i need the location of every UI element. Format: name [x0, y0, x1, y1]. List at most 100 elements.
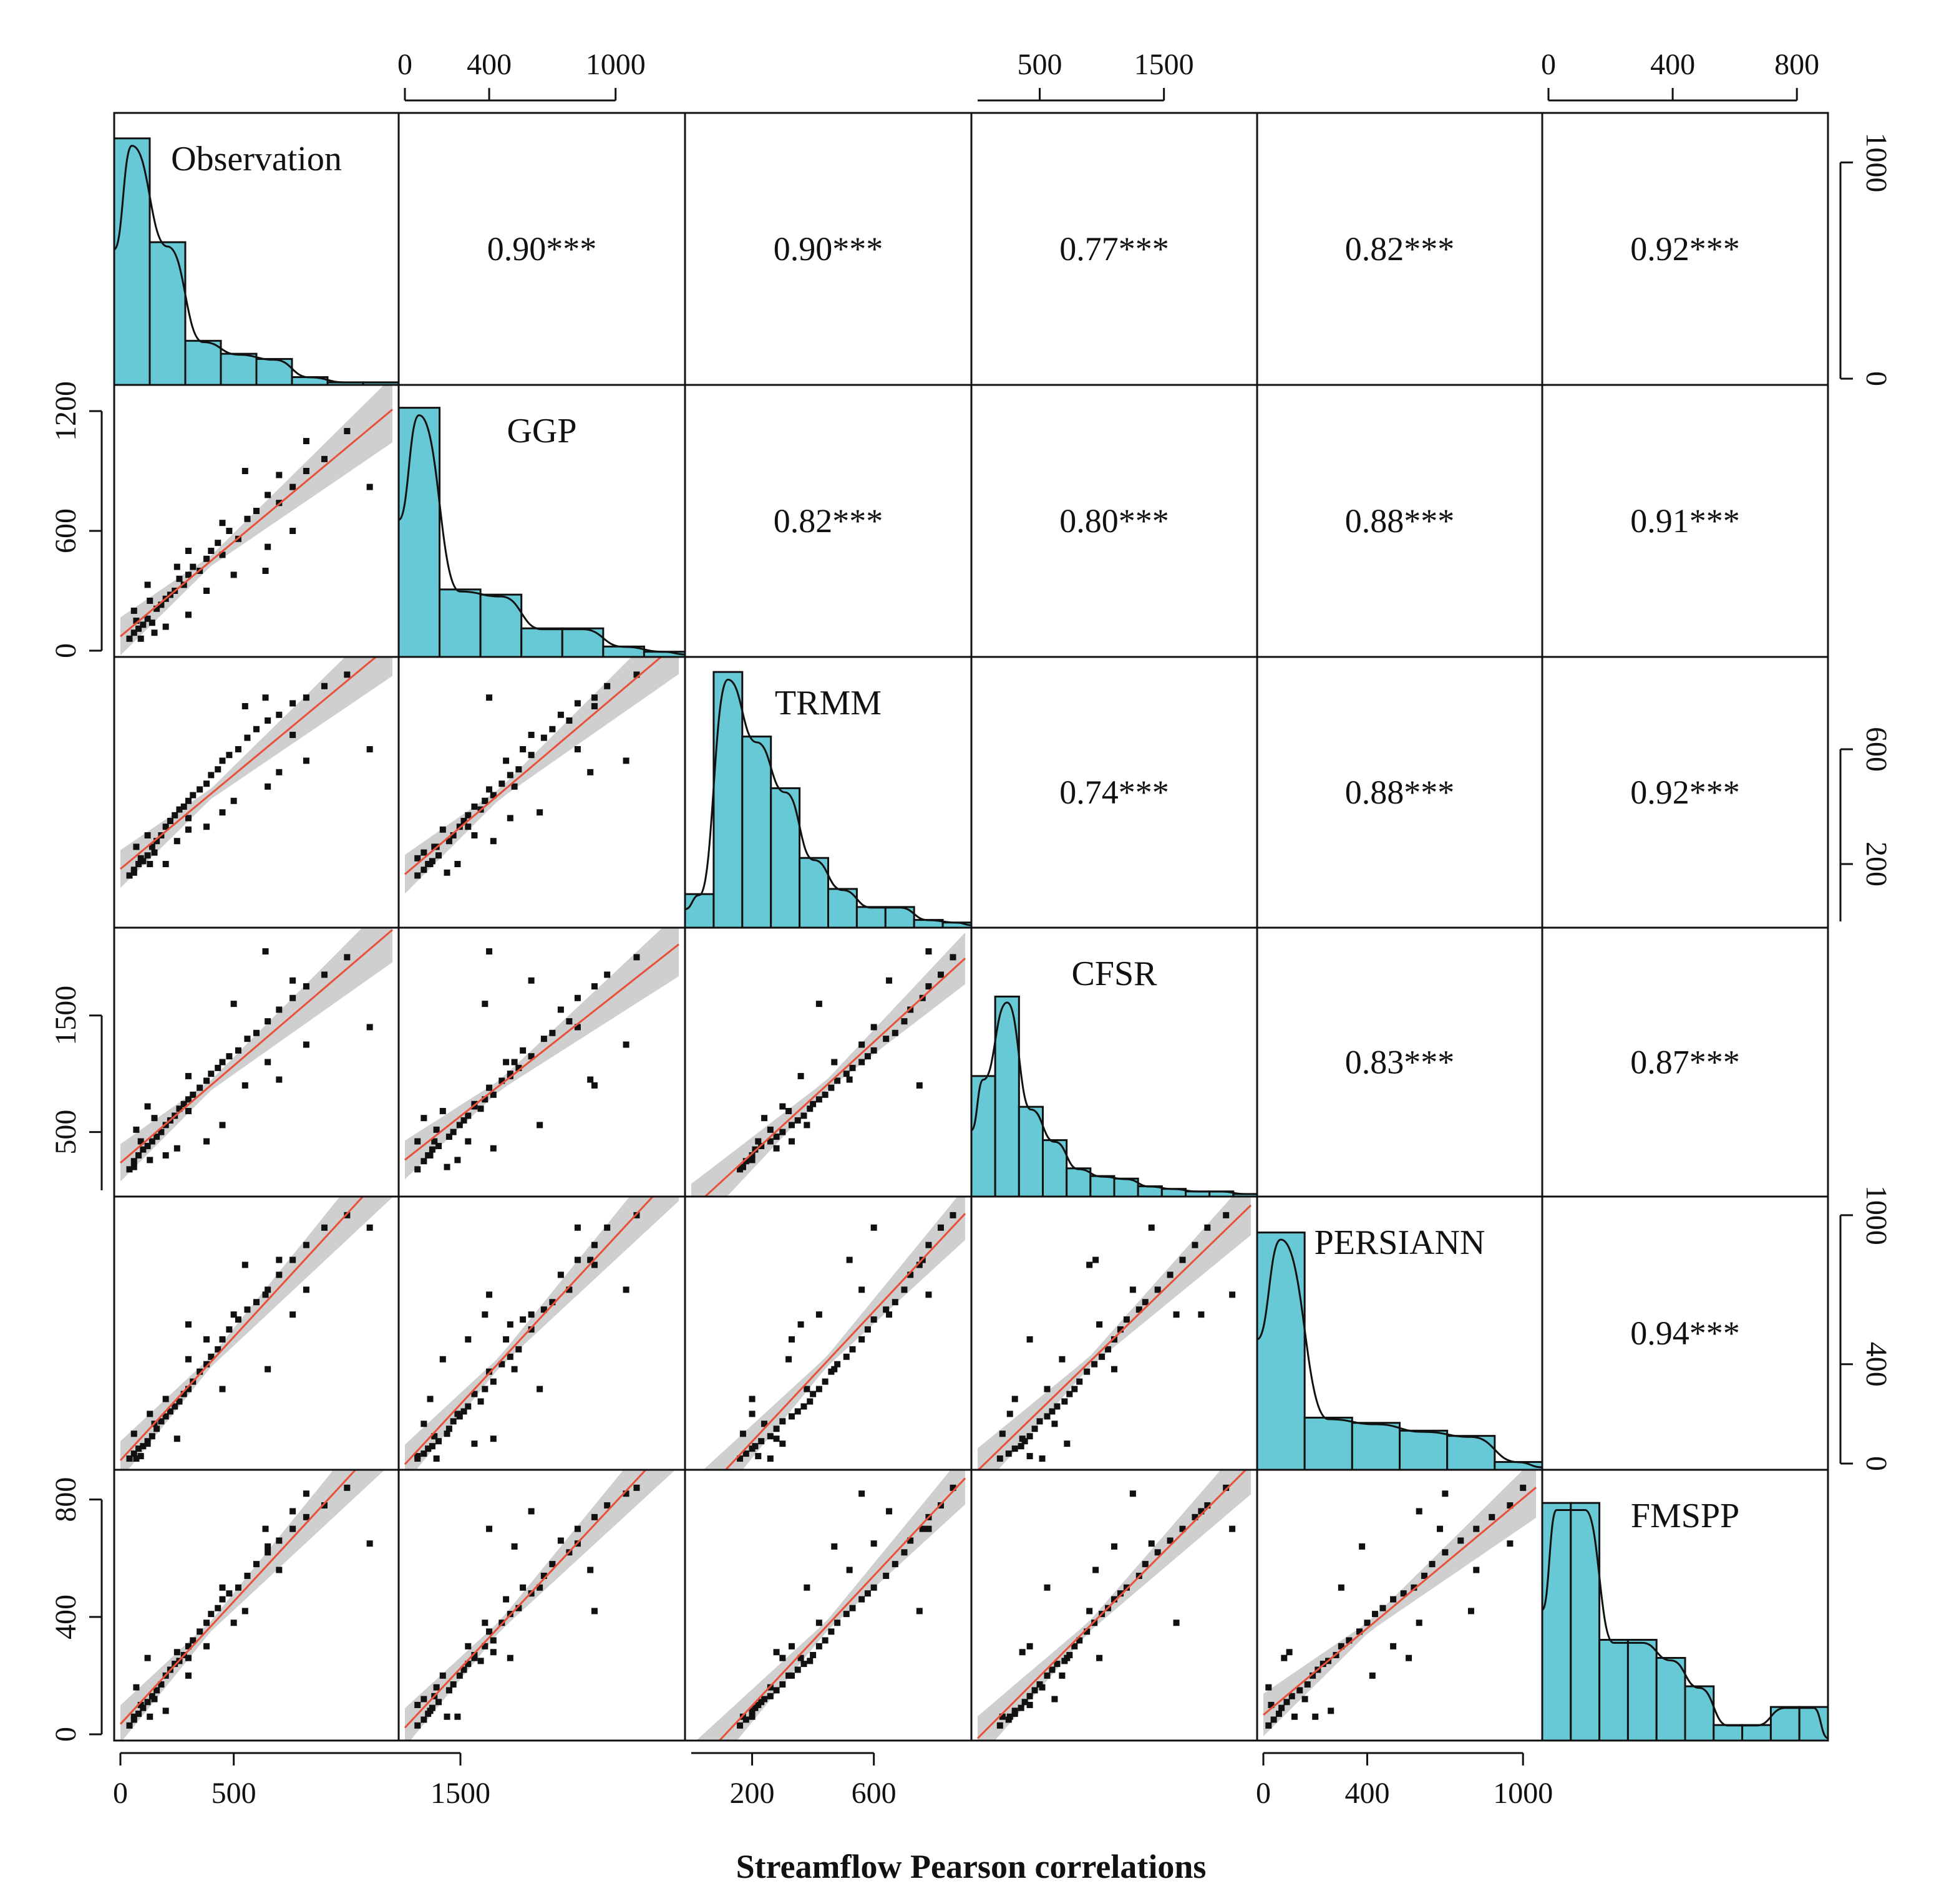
scatter-point — [490, 1145, 497, 1152]
scatter-point — [180, 804, 187, 810]
scatter-point — [737, 1722, 744, 1729]
scatter-point — [498, 1361, 505, 1367]
scatter-point — [265, 1059, 271, 1066]
scatter-point — [185, 1643, 192, 1649]
scatter-point — [140, 1146, 147, 1153]
panel-3-0 — [120, 928, 393, 1182]
scatter-point — [144, 1143, 151, 1150]
scatter-point — [528, 1508, 535, 1515]
confidence-band-fmspp-trmm — [696, 1470, 965, 1741]
scatter-point — [477, 1658, 484, 1664]
scatter-point — [749, 1713, 756, 1720]
scatter-point — [846, 1076, 853, 1083]
scatter-point — [185, 826, 192, 833]
scatter-point — [749, 1157, 756, 1163]
scatter-point — [749, 1396, 756, 1402]
scatter-point — [767, 1693, 774, 1699]
scatter-point — [190, 792, 197, 799]
scatter-point — [460, 818, 467, 824]
scatter-point — [574, 1224, 581, 1231]
scatter-point — [1148, 1224, 1155, 1231]
density-curve-fmspp — [1542, 1509, 1828, 1739]
scatter-point — [1467, 1608, 1474, 1615]
scatter-point — [444, 1713, 450, 1720]
scatter-point — [490, 1091, 497, 1098]
scatter-point — [925, 948, 932, 955]
scatter-point — [197, 786, 203, 793]
scatter-point — [490, 1649, 497, 1656]
density-curve-observation — [114, 145, 399, 384]
scatter-point — [427, 1707, 434, 1714]
scatter-point — [147, 1713, 153, 1720]
scatter-point — [162, 823, 169, 830]
scatter-point — [797, 1654, 804, 1661]
variable-label-fmspp: FMSPP — [1631, 1497, 1739, 1535]
corr-label-observation-fmspp: 0.92*** — [1630, 230, 1740, 268]
scatter-point — [244, 734, 251, 741]
panel-3-5: 0.87*** — [1630, 1044, 1740, 1081]
scatter-point — [831, 1059, 838, 1066]
scatter-point — [303, 757, 309, 764]
scatter-point — [1071, 1643, 1078, 1649]
scatter-point — [1390, 1596, 1397, 1603]
scatter-point — [219, 1584, 226, 1591]
panel-4-3 — [977, 1197, 1252, 1470]
scatter-point — [1096, 1321, 1103, 1328]
scatter-point — [1520, 1484, 1527, 1491]
scatter-point — [465, 1661, 472, 1668]
scatter-point — [1173, 1620, 1180, 1626]
scatter-point — [779, 1681, 786, 1688]
scatter-point — [498, 1077, 505, 1084]
scatter-point — [1507, 1502, 1514, 1509]
scatter-point — [834, 1620, 841, 1626]
scatter-point — [176, 1105, 183, 1112]
scatter-point — [1044, 1584, 1051, 1591]
scatter-point — [1320, 1661, 1326, 1668]
tick-label-bottom: 1000 — [1493, 1777, 1553, 1810]
scatter-point — [761, 1115, 768, 1122]
scatter-point — [450, 1418, 457, 1425]
scatter-point — [520, 746, 527, 752]
panel-0-1: 0.90*** — [487, 230, 597, 268]
scatter-point — [215, 540, 221, 546]
scatter-point — [162, 861, 169, 867]
scatter-point — [208, 1071, 215, 1077]
scatter-point — [144, 581, 151, 588]
scatter-point — [162, 1396, 169, 1402]
hist-bar-observation-0 — [114, 137, 151, 385]
scatter-point — [1026, 1336, 1033, 1343]
scatter-point — [1091, 1620, 1098, 1626]
scatter-point — [810, 1651, 817, 1658]
scatter-point — [1369, 1672, 1376, 1679]
scatter-point — [1281, 1654, 1288, 1661]
scatter-point — [1406, 1654, 1412, 1661]
scatter-point — [130, 1163, 137, 1170]
scatter-point — [144, 852, 151, 859]
hist-bar-fmspp-0 — [1542, 1502, 1572, 1741]
scatter-point — [1179, 1256, 1186, 1263]
scatter-point — [276, 1566, 283, 1573]
scatter-point — [439, 1356, 446, 1362]
scatter-point — [490, 838, 497, 845]
corr-label-observation-trmm: 0.90*** — [774, 230, 883, 268]
scatter-point — [450, 832, 457, 838]
regression-line-cfsr-trmm — [703, 957, 966, 1197]
tick-label-top: 400 — [1650, 48, 1695, 81]
regression-line-trmm-ggp — [404, 657, 663, 875]
hist-bar-trmm-1 — [712, 671, 744, 928]
panel-grid: Observation 0.90*** 0.90*** 0.77*** 0.82*** 0… — [113, 112, 1829, 1742]
scatter-point — [486, 1628, 493, 1635]
scatter-point — [1117, 1326, 1124, 1333]
scatter-point — [788, 1138, 795, 1145]
density-curve-cfsr — [971, 1001, 1257, 1195]
scatter-point — [439, 1672, 446, 1679]
corr-label-observation-ggp: 0.90*** — [487, 230, 597, 268]
scatter-point — [834, 1361, 841, 1367]
scatter-point — [574, 700, 581, 707]
scatter-point — [185, 1386, 192, 1392]
scatter-point — [226, 1590, 233, 1597]
scatter-point — [1036, 1418, 1043, 1425]
scatter-point — [1346, 1637, 1353, 1644]
tick-label-right: 200 — [1860, 842, 1893, 886]
scatter-point — [215, 1605, 221, 1611]
